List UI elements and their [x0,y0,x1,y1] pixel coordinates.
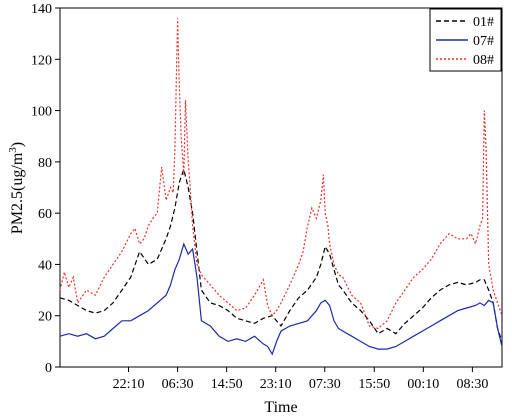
y-tick-label-80: 80 [38,156,52,171]
y-axis-title-superscript: 3 [7,147,19,153]
series-layer [59,18,503,356]
x-tick-label-5: 15:50 [358,377,390,392]
y-tick-label-100: 100 [31,105,52,120]
y-tick-label-40: 40 [38,258,52,273]
x-tick-label-0: 22:10 [113,377,145,392]
legend-label-2: 08# [473,53,494,68]
x-axis-ticks: 22:10 06:30 14:50 23:10 07:30 15:50 00:10 08:30 [113,367,488,392]
y-tick-label-20: 20 [38,310,52,325]
y-axis-title-base: PM2.5(ug/m [9,152,26,234]
series-line-1 [59,242,503,356]
x-tick-label-7: 08:30 [456,377,488,392]
x-tick-label-6: 00:10 [407,377,439,392]
legend: 01# 07# 08# [429,8,502,72]
x-tick-label-2: 14:50 [211,377,243,392]
y-axis-title-close: ) [9,142,26,147]
y-tick-label-120: 120 [31,53,52,68]
series-line-2 [59,18,503,330]
x-tick-label-3: 23:10 [260,377,292,392]
x-axis-title: Time [264,399,297,416]
y-tick-label-60: 60 [38,207,52,222]
legend-label-1: 07# [473,34,494,49]
y-axis-title: PM2.5(ug/m3) [7,142,26,234]
plot-frame [59,7,503,368]
x-tick-label-1: 06:30 [162,377,194,392]
x-tick-label-4: 07:30 [309,377,341,392]
y-tick-label-140: 140 [31,2,52,17]
y-tick-label-0: 0 [45,361,52,376]
series-line-0 [59,167,503,342]
legend-label-0: 01# [473,15,494,30]
y-axis-ticks: 0 20 40 60 80 100 120 140 [31,2,60,376]
